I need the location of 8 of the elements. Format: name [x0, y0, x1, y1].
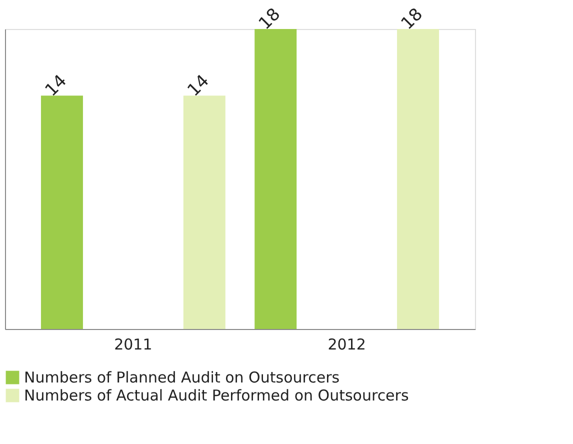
x-tick-label: 2012: [328, 336, 366, 354]
data-label: 18: [255, 4, 285, 34]
data-label: 14: [41, 71, 71, 101]
legend-label: Numbers of Actual Audit Performed on Outsourcers: [24, 386, 409, 404]
data-label: 18: [398, 4, 427, 34]
legend-label: Numbers of Planned Audit on Outsourcers: [24, 368, 340, 386]
x-tick-label: 2011: [114, 336, 152, 354]
data-label: 14: [184, 71, 214, 101]
